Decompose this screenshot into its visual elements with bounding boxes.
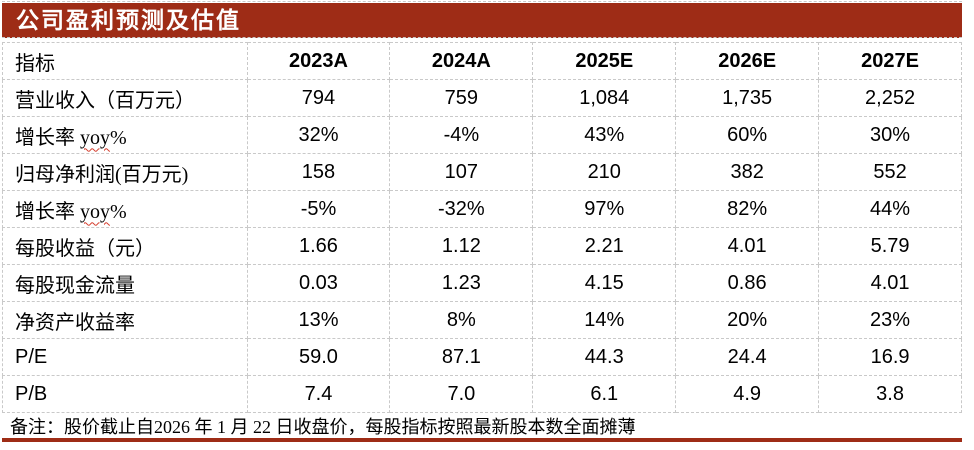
table-row: 营业收入（百万元） 794 759 1,084 1,735 2,252 [2, 79, 962, 117]
cell-value: 14% [532, 301, 677, 339]
table-row: 增长率 yoy% -5% -32% 97% 82% 44% [2, 190, 962, 228]
cell-value: 382 [675, 153, 820, 191]
table-row: 归母净利润(百万元) 158 107 210 382 552 [2, 153, 962, 191]
cell-value: 1,735 [675, 79, 820, 117]
row-label: P/B [2, 375, 248, 413]
cell-value: 7.0 [389, 375, 534, 413]
row-label: 净资产收益率 [2, 301, 248, 339]
cell-value: 97% [532, 190, 677, 228]
section-title: 公司盈利预测及估值 [16, 8, 241, 33]
cell-value: 87.1 [389, 338, 534, 376]
cell-value: 107 [389, 153, 534, 191]
cell-value: 4.01 [818, 264, 962, 302]
cell-value: 16.9 [818, 338, 962, 376]
cell-value: 20% [675, 301, 820, 339]
cell-value: 4.15 [532, 264, 677, 302]
header-cell-year: 2023A [246, 42, 391, 80]
header-cell-year: 2024A [389, 42, 534, 80]
cell-value: -4% [389, 116, 534, 154]
row-label: 增长率 yoy% [2, 190, 248, 228]
cell-value: 0.03 [246, 264, 391, 302]
row-label: 营业收入（百万元） [2, 79, 248, 117]
cell-value: 30% [818, 116, 962, 154]
cell-value: 23% [818, 301, 962, 339]
row-label: 归母净利润(百万元) [2, 153, 248, 191]
header-cell-year: 2027E [818, 42, 962, 80]
cell-value: 1.66 [246, 227, 391, 265]
cell-value: 59.0 [246, 338, 391, 376]
cell-value: 24.4 [675, 338, 820, 376]
row-label: 每股现金流量 [2, 264, 248, 302]
cell-value: 3.8 [818, 375, 962, 413]
cell-value: 0.86 [675, 264, 820, 302]
cell-value: 44% [818, 190, 962, 228]
cell-value: 13% [246, 301, 391, 339]
spellcheck-underlined-text: yoy [80, 200, 110, 223]
row-label: 增长率 yoy% [2, 116, 248, 154]
row-label: 每股收益（元） [2, 227, 248, 265]
cell-value: 7.4 [246, 375, 391, 413]
header-cell-indicator: 指标 [2, 42, 248, 80]
table-row: 每股现金流量 0.03 1.23 4.15 0.86 4.01 [2, 264, 962, 302]
cell-value: 4.01 [675, 227, 820, 265]
table-body: 营业收入（百万元） 794 759 1,084 1,735 2,252 增长率 yoy% 32… [2, 79, 962, 413]
cell-value: 2.21 [532, 227, 677, 265]
cell-value: 1,084 [532, 79, 677, 117]
cell-value: 2,252 [818, 79, 962, 117]
table-row: 净资产收益率 13% 8% 14% 20% 23% [2, 301, 962, 339]
table-row: P/B 7.4 7.0 6.1 4.9 3.8 [2, 375, 962, 413]
cell-value: -5% [246, 190, 391, 228]
header-cell-year: 2026E [675, 42, 820, 80]
cell-value: 1.23 [389, 264, 534, 302]
table-row: 增长率 yoy% 32% -4% 43% 60% 30% [2, 116, 962, 154]
forecast-valuation-table: 指标 2023A 2024A 2025E 2026E 2027E 营业收入（百万元） 794… [2, 42, 962, 413]
table-row: P/E 59.0 87.1 44.3 24.4 16.9 [2, 338, 962, 376]
spellcheck-underlined-text: yoy [80, 126, 110, 149]
top-divider [2, 1, 962, 3]
row-label: P/E [2, 338, 248, 376]
cell-value: 158 [246, 153, 391, 191]
cell-value: 43% [532, 116, 677, 154]
cell-value: 8% [389, 301, 534, 339]
cell-value: 552 [818, 153, 962, 191]
cell-value: 6.1 [532, 375, 677, 413]
table-row: 每股收益（元） 1.66 1.12 2.21 4.01 5.79 [2, 227, 962, 265]
cell-value: 60% [675, 116, 820, 154]
cell-value: 794 [246, 79, 391, 117]
cell-value: 44.3 [532, 338, 677, 376]
cell-value: 5.79 [818, 227, 962, 265]
cell-value: 210 [532, 153, 677, 191]
section-title-bar: 公司盈利预测及估值 [2, 3, 962, 38]
footnote: 备注：股价截止自2026 年 1 月 22 日收盘价，每股指标按照最新股本数全面… [2, 413, 962, 442]
cell-value: -32% [389, 190, 534, 228]
cell-value: 32% [246, 116, 391, 154]
header-cell-year: 2025E [532, 42, 677, 80]
cell-value: 1.12 [389, 227, 534, 265]
table-header-row: 指标 2023A 2024A 2025E 2026E 2027E [2, 42, 962, 80]
cell-value: 759 [389, 79, 534, 117]
cell-value: 4.9 [675, 375, 820, 413]
cell-value: 82% [675, 190, 820, 228]
